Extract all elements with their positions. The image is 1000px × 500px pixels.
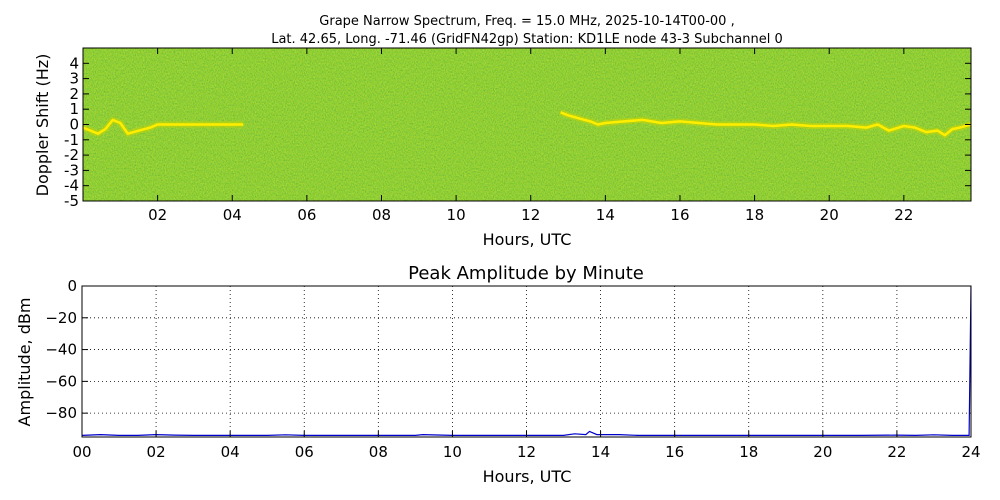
amplitude-x-tick-label: 12	[517, 443, 536, 461]
spectrogram-x-tick-label: 02	[148, 206, 167, 224]
spectrogram-x-tick-label: 06	[297, 206, 316, 224]
amplitude-chart-title: Peak Amplitude by Minute	[408, 263, 644, 284]
spectrogram-y-tick-label: 4	[69, 54, 79, 72]
spectrogram-signal-trace	[560, 111, 971, 137]
spectrogram-x-tick-label: 16	[670, 206, 689, 224]
amplitude-y-tick-label: −20	[45, 309, 77, 327]
spectrogram-x-tick-label: 18	[745, 206, 764, 224]
spectrogram-y-tick-label: -5	[64, 192, 79, 210]
spectrogram-y-tick-label: -2	[64, 146, 79, 164]
amplitude-x-tick-label: 00	[72, 443, 91, 461]
spectrogram-x-tick-label: 14	[596, 206, 615, 224]
spectrogram-y-tick-label: 0	[69, 116, 79, 134]
amplitude-x-tick-label: 10	[443, 443, 462, 461]
spectrogram-signal	[83, 109, 971, 139]
amplitude-y-axis: 0 −20 −40 −60 −80	[45, 277, 88, 422]
spectrogram-x-tick-label: 10	[447, 206, 466, 224]
figure-title-line2: Lat. 42.65, Long. -71.46 (GridFN42gp) St…	[271, 32, 783, 47]
amplitude-x-tick-label: 16	[665, 443, 684, 461]
amplitude-x-tick-label: 06	[295, 443, 314, 461]
amplitude-x-tick-label: 14	[591, 443, 610, 461]
amplitude-series-line	[82, 286, 971, 437]
amplitude-y-tick-label: −40	[45, 341, 77, 359]
spectrogram-y-tick-label: -4	[64, 177, 79, 195]
amplitude-x-tick-label: 08	[369, 443, 388, 461]
amplitude-y-tick-label: −60	[45, 372, 77, 390]
amplitude-x-tick-label: 02	[147, 443, 166, 461]
spectrogram-x-tick-label: 08	[372, 206, 391, 224]
spectrogram-x-tick-label: 04	[223, 206, 242, 224]
amplitude-y-axis-label: Amplitude, dBm	[15, 298, 34, 427]
amplitude-y-tick-label: 0	[67, 277, 77, 295]
spectrogram-y-tick-label: 3	[69, 70, 79, 88]
spectrogram-y-tick-label: -1	[64, 131, 79, 149]
spectrogram-signal-trace	[83, 118, 244, 135]
amplitude-plot-area	[82, 286, 971, 437]
amplitude-y-tick-label: −80	[45, 404, 77, 422]
spectrogram-y-axis-label: Doppler Shift (Hz)	[33, 54, 52, 197]
spectrogram-x-tick-label: 20	[820, 206, 839, 224]
spectrogram-y-tick-label: 1	[69, 100, 79, 118]
spectrogram-x-tick-label: 22	[894, 206, 913, 224]
amplitude-x-axis: 00 02 04 06 08 10 12 14 16 18 20 22 24	[72, 431, 981, 461]
spectrogram-y-tick-label: -3	[64, 161, 79, 179]
amplitude-x-tick-label: 22	[887, 443, 906, 461]
amplitude-panel: Peak Amplitude by Minute 00 02 04 06 08 10 12 1…	[15, 263, 981, 486]
amplitude-x-tick-label: 18	[739, 443, 758, 461]
amplitude-x-tick-label: 20	[813, 443, 832, 461]
spectrogram-x-axis: 02 04 06 08 10 12 14 16 18 20 22	[148, 48, 913, 224]
amplitude-x-tick-label: 04	[221, 443, 240, 461]
spectrogram-y-tick-label: 2	[69, 85, 79, 103]
amplitude-x-tick-label: 24	[961, 443, 980, 461]
amplitude-x-axis-label: Hours, UTC	[483, 467, 572, 486]
figure-title-line1: Grape Narrow Spectrum, Freq. = 15.0 MHz,…	[319, 14, 734, 29]
spectrogram-x-tick-label: 12	[521, 206, 540, 224]
spectrogram-x-axis-label: Hours, UTC	[483, 230, 572, 249]
